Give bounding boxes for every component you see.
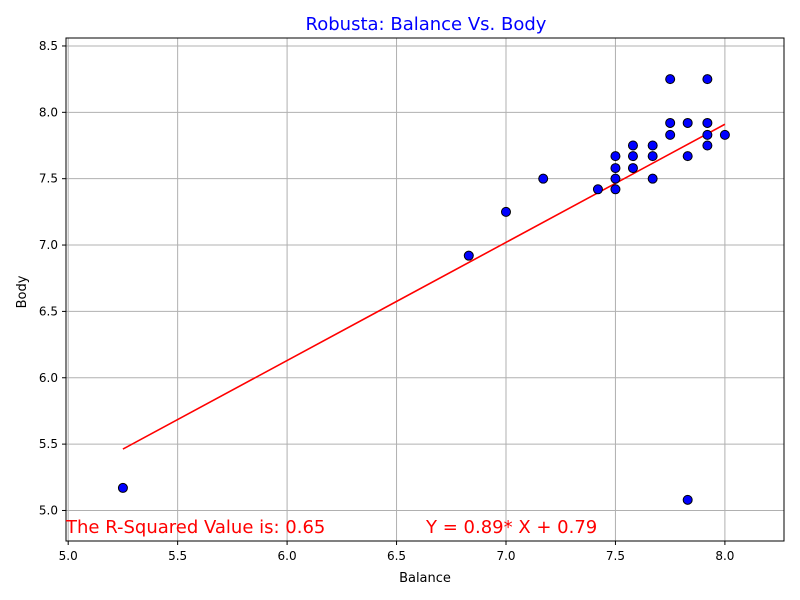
y-tick-label: 6.0 bbox=[39, 371, 58, 385]
data-point bbox=[702, 140, 713, 151]
data-point bbox=[682, 151, 693, 162]
x-tick-label: 7.0 bbox=[496, 549, 515, 563]
y-tick-label: 5.5 bbox=[39, 437, 58, 451]
x-axis-label: Balance bbox=[399, 571, 451, 586]
y-tick-label: 7.0 bbox=[39, 238, 58, 252]
chart-title: Robusta: Balance Vs. Body bbox=[306, 14, 547, 35]
data-point bbox=[627, 163, 638, 174]
data-point bbox=[500, 206, 511, 217]
data-point bbox=[592, 184, 603, 195]
data-point bbox=[665, 117, 676, 128]
y-tick-label: 6.5 bbox=[39, 304, 58, 318]
y-tick-label: 8.5 bbox=[39, 39, 58, 53]
x-tick-label: 6.5 bbox=[387, 549, 406, 563]
regression-line-group bbox=[122, 123, 726, 450]
y-tick-label: 8.0 bbox=[39, 105, 58, 119]
data-point bbox=[647, 151, 658, 162]
data-point bbox=[538, 173, 549, 184]
y-axis-ticks: 5.0 5.5 6.0 6.5 7.0 7.5 8.0 8.5 bbox=[39, 39, 66, 517]
y-tick-label: 7.5 bbox=[39, 172, 58, 186]
regression-line bbox=[122, 123, 726, 450]
data-point bbox=[719, 129, 730, 140]
data-point bbox=[665, 74, 676, 85]
data-point bbox=[682, 117, 693, 128]
x-tick-label: 5.5 bbox=[168, 549, 187, 563]
data-point bbox=[647, 173, 658, 184]
equation-annotation: Y = 0.89* X + 0.79 bbox=[425, 517, 597, 538]
data-point bbox=[702, 117, 713, 128]
data-point bbox=[665, 129, 676, 140]
y-tick-label: 5.0 bbox=[39, 503, 58, 517]
plot-frame bbox=[65, 37, 785, 542]
data-point bbox=[117, 482, 128, 493]
data-point bbox=[702, 74, 713, 85]
data-point bbox=[627, 140, 638, 151]
data-point bbox=[682, 494, 693, 505]
data-point bbox=[610, 151, 621, 162]
grid-lines bbox=[66, 38, 784, 541]
data-point bbox=[610, 163, 621, 174]
y-axis-label: Body bbox=[15, 275, 30, 308]
x-tick-label: 6.0 bbox=[278, 549, 297, 563]
x-axis-ticks: 5.0 5.5 6.0 6.5 7.0 7.5 8.0 bbox=[59, 541, 734, 563]
x-tick-label: 5.0 bbox=[59, 549, 78, 563]
data-point bbox=[610, 173, 621, 184]
data-points bbox=[117, 74, 730, 505]
r-squared-annotation: The R-Squared Value is: 0.65 bbox=[65, 517, 325, 538]
data-point bbox=[627, 151, 638, 162]
data-point bbox=[702, 129, 713, 140]
data-point bbox=[647, 140, 658, 151]
x-tick-label: 8.0 bbox=[715, 549, 734, 563]
data-point bbox=[463, 250, 474, 261]
data-point bbox=[610, 184, 621, 195]
x-tick-label: 7.5 bbox=[606, 549, 625, 563]
